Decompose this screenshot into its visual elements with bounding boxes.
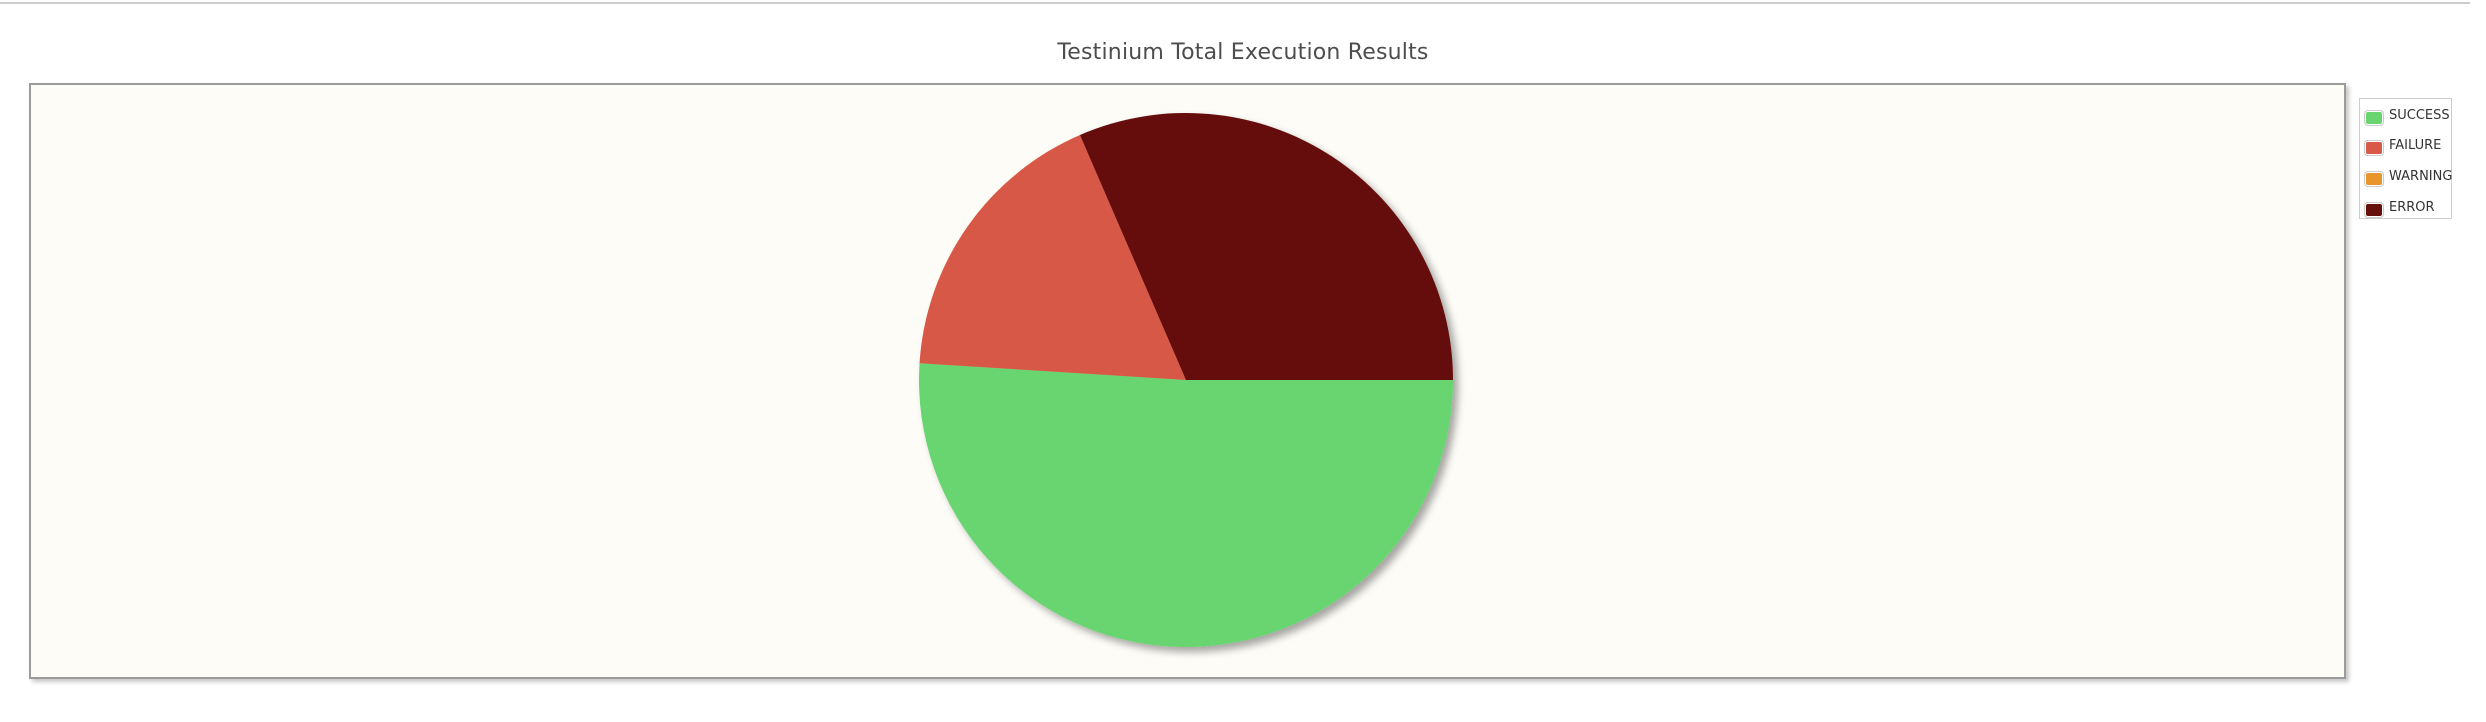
legend-label-warning: WARNING [2389, 169, 2453, 184]
legend-swatch-error [2365, 203, 2383, 217]
top-divider [0, 2, 2470, 4]
legend-item-error[interactable]: ERROR [2360, 196, 2451, 222]
legend-item-failure[interactable]: FAILURE [2360, 134, 2451, 160]
legend-swatch-warning [2365, 172, 2383, 186]
legend-label-error: ERROR [2389, 200, 2435, 215]
legend-item-success[interactable]: SUCCESS [2360, 104, 2451, 130]
legend-item-warning[interactable]: WARNING [2360, 165, 2453, 191]
legend-swatch-failure [2365, 141, 2383, 155]
legend-swatch-success [2365, 111, 2383, 125]
chart-title: Testinium Total Execution Results [1057, 40, 1429, 65]
plot-area [29, 83, 2346, 679]
legend-label-success: SUCCESS [2389, 108, 2450, 123]
legend: SUCCESS FAILURE WARNING ERROR [2359, 98, 2452, 219]
legend-label-failure: FAILURE [2389, 138, 2442, 153]
